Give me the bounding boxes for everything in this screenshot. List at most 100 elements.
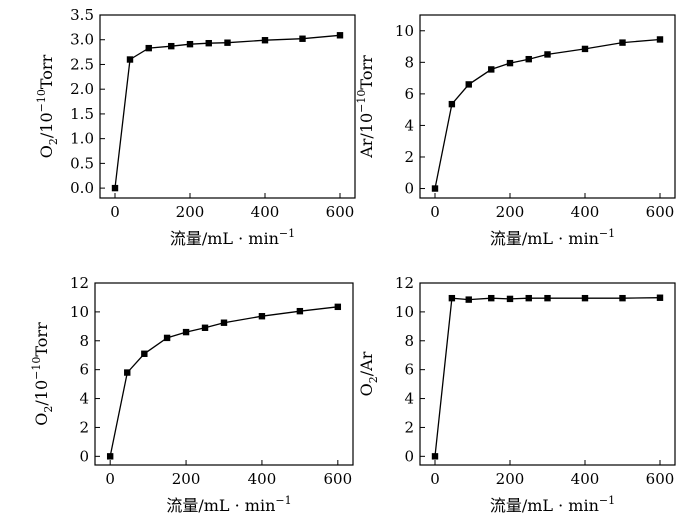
y-axis-label-main: Ar/10 — [357, 113, 376, 159]
x-tick-label: 600 — [326, 203, 355, 221]
y-tick-label: 2.5 — [70, 55, 94, 73]
y-tick-label: 6 — [79, 361, 89, 379]
y-tick-label: 8 — [404, 332, 414, 350]
x-tick-label: 200 — [496, 470, 525, 488]
x-axis-label-main: 流量/mL · min — [490, 496, 599, 515]
x-axis-label-exponent: −1 — [599, 227, 615, 240]
data-point — [111, 184, 119, 192]
data-point — [296, 307, 304, 315]
y-axis-label-unit: Torr — [32, 322, 51, 357]
x-axis-label: 流量/mL · min−1 — [166, 494, 291, 515]
panel-ar-pressure: 0 200 400 600 0 2 4 6 8 10 流量/mL · min−1 Ar/10−10To… — [355, 14, 676, 248]
x-axis-label-main: 流量/mL · min — [490, 229, 599, 248]
data-point — [261, 37, 269, 44]
y-tick-label: 10 — [395, 303, 414, 321]
y-axis-label-main: O — [37, 145, 56, 158]
data-point — [488, 66, 495, 73]
x-tick-label: 0 — [430, 470, 440, 488]
x-axis-label-main: 流量/mL · min — [166, 496, 275, 515]
data-point — [656, 294, 664, 301]
data-point — [299, 35, 306, 42]
x-tick-label: 200 — [496, 203, 525, 221]
x-axis-label-exponent: −1 — [279, 227, 295, 240]
y-axis-label-exponent: −10 — [355, 90, 368, 113]
data-point — [336, 32, 344, 39]
data-point — [448, 100, 456, 108]
y-axis-label-unit: Torr — [357, 55, 376, 90]
y-axis-label-exponent: −10 — [30, 357, 43, 380]
y-axis-label: O2/Ar — [357, 351, 380, 396]
y-tick-label: 0.0 — [70, 179, 94, 197]
y-tick-label: 0 — [79, 447, 89, 465]
y-axis-label-rest: /Ar — [357, 351, 376, 376]
y-tick-label: 2 — [404, 418, 414, 436]
x-tick-label: 0 — [110, 203, 120, 221]
data-point — [581, 294, 589, 302]
y-axis-label-rest: /10 — [37, 112, 56, 138]
data-point — [619, 39, 626, 46]
y-axis-label: O2/10−10Torr — [35, 54, 60, 158]
data-point — [168, 42, 175, 50]
data-point — [145, 44, 152, 52]
data-point — [506, 59, 514, 67]
y-axis-label-main: O — [32, 413, 51, 426]
y-axis-label-unit: Torr — [37, 54, 56, 89]
data-point — [488, 294, 495, 302]
data-point — [163, 334, 171, 342]
y-tick-label: 12 — [395, 274, 414, 292]
y-tick-label: 10 — [70, 303, 89, 321]
y-axis-label: Ar/10−10Torr — [355, 55, 376, 159]
y-tick-label: 1.5 — [70, 105, 94, 123]
y-tick-label: 2 — [404, 148, 414, 166]
data-point — [124, 369, 131, 376]
x-tick-label: 400 — [571, 203, 600, 221]
y-axis-label-rest: /10 — [32, 380, 51, 406]
data-point — [220, 319, 228, 326]
plot-frame — [99, 14, 356, 199]
x-tick-label: 400 — [248, 470, 277, 488]
y-tick-label: 10 — [395, 22, 414, 40]
data-point — [619, 294, 626, 302]
y-tick-label: 6 — [404, 361, 414, 379]
x-axis-label-main: 流量/mL · min — [170, 229, 279, 248]
x-axis-label: 流量/mL · min−1 — [170, 227, 295, 248]
y-tick-label: 3.5 — [70, 6, 94, 24]
data-point — [334, 303, 342, 311]
data-point — [431, 185, 439, 192]
x-tick-label: 400 — [251, 203, 280, 221]
y-tick-label: 0 — [404, 180, 414, 198]
data-point — [525, 294, 532, 302]
x-axis-label: 流量/mL · min−1 — [490, 494, 615, 515]
data-point — [126, 56, 134, 63]
y-axis-label-subscript: 2 — [42, 406, 55, 413]
plot-frame — [94, 282, 354, 466]
series-line — [434, 297, 661, 457]
x-tick-label: 200 — [172, 470, 201, 488]
y-axis-label-subscript: 2 — [367, 376, 380, 383]
data-point — [544, 294, 551, 302]
y-tick-label: 3.0 — [70, 31, 94, 49]
x-tick-label: 0 — [430, 203, 440, 221]
y-tick-label: 2 — [79, 418, 89, 436]
y-tick-label: 12 — [70, 274, 89, 292]
y-tick-label: 8 — [79, 332, 89, 350]
y-axis-label: O2/10−10Torr — [30, 322, 55, 426]
y-tick-label: 0.5 — [70, 154, 94, 172]
y-tick-label: 4 — [79, 390, 89, 408]
data-point — [581, 45, 589, 53]
data-point — [506, 295, 514, 303]
x-axis-label: 流量/mL · min−1 — [490, 227, 615, 248]
plot-frame — [419, 14, 676, 199]
y-axis-label-exponent: −10 — [35, 89, 48, 112]
y-axis-label-subscript: 2 — [47, 138, 60, 145]
x-tick-label: 600 — [646, 470, 675, 488]
data-point — [465, 296, 472, 303]
data-point — [544, 51, 551, 58]
data-point — [224, 39, 231, 46]
x-tick-label: 400 — [571, 470, 600, 488]
data-point — [106, 453, 114, 460]
data-point — [525, 55, 532, 63]
